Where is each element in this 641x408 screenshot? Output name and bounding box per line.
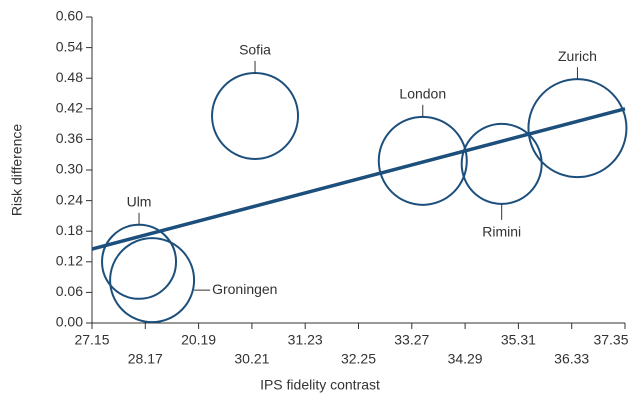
bubble-label: Zurich — [558, 48, 597, 64]
bubble-label: Sofia — [239, 42, 271, 58]
x-tick-label: 37.35 — [593, 332, 628, 348]
y-tick-label: 0.00 — [56, 314, 83, 330]
bubble — [377, 115, 468, 206]
y-tick-label: 0.54 — [56, 38, 83, 54]
y-tick-label: 0.60 — [56, 8, 83, 24]
y-tick-label: 0.48 — [56, 69, 83, 85]
y-tick-label: 0.18 — [56, 222, 83, 238]
x-axis-label: IPS fidelity contrast — [260, 377, 380, 393]
x-tick-label: 27.15 — [74, 332, 109, 348]
x-tick-label: 31.23 — [288, 332, 323, 348]
bubble-label: Ulm — [127, 194, 152, 210]
trend-line — [91, 107, 626, 251]
x-tick-label: 34.29 — [448, 351, 483, 367]
x-tick-label: 36.33 — [554, 351, 589, 367]
x-tick-label: 33.27 — [394, 332, 429, 348]
bubble — [211, 71, 300, 160]
x-tick-label: 30.21 — [234, 351, 269, 367]
x-tick-label: 35.31 — [501, 332, 536, 348]
y-tick-label: 0.30 — [56, 161, 83, 177]
y-tick-label: 0.42 — [56, 100, 83, 116]
y-tick-label: 0.36 — [56, 130, 83, 146]
bubble-label: London — [399, 86, 446, 102]
y-tick-label: 0.06 — [56, 283, 83, 299]
bubble-label: Groningen — [212, 281, 277, 297]
y-tick-label: 0.24 — [56, 191, 83, 207]
x-tick-label: 20.19 — [181, 332, 216, 348]
x-tick-label: 32.25 — [341, 351, 376, 367]
bubble — [109, 237, 196, 324]
x-tick-label: 28.17 — [128, 351, 163, 367]
bubble — [527, 78, 628, 179]
y-axis-label: Risk difference — [9, 124, 25, 217]
y-tick-label: 0.12 — [56, 253, 83, 269]
bubble-label: Rimini — [482, 224, 521, 240]
